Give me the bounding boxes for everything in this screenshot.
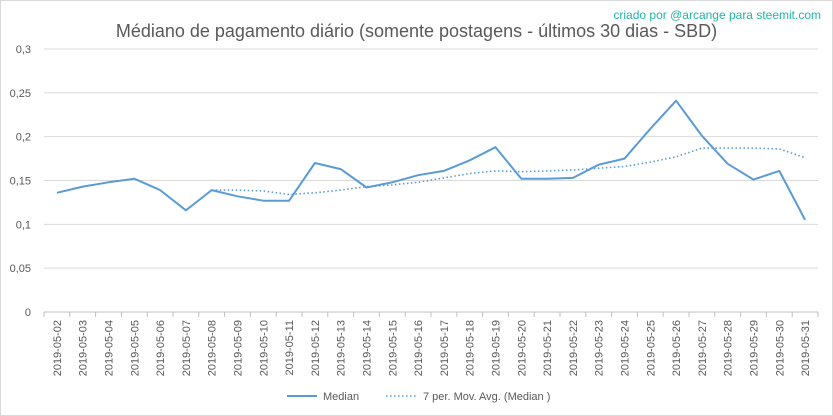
x-tick-label: 2019-05-31 xyxy=(800,320,812,376)
x-tick-label: 2019-05-20 xyxy=(516,320,528,376)
x-tick-label: 2019-05-13 xyxy=(336,320,348,376)
x-tick-label: 2019-05-11 xyxy=(284,320,296,375)
x-tick-label: 2019-05-22 xyxy=(568,320,580,376)
y-tick-label: 0,3 xyxy=(16,44,31,56)
y-tick-label: 0,2 xyxy=(16,132,31,144)
x-tick-label: 2019-05-05 xyxy=(129,320,141,376)
legend-moving-average-label: 7 per. Mov. Avg. (Median ) xyxy=(423,391,550,403)
x-tick-label: 2019-05-04 xyxy=(104,320,116,376)
x-tick-label: 2019-05-09 xyxy=(233,320,245,376)
x-tick-label: 2019-05-15 xyxy=(387,320,399,376)
x-tick-label: 2019-05-16 xyxy=(413,320,425,376)
x-tick-label: 2019-05-26 xyxy=(671,320,683,376)
moving-average-series-line xyxy=(211,147,806,196)
x-tick-label: 2019-05-24 xyxy=(620,320,632,376)
median-series-line xyxy=(56,99,806,221)
y-tick-label: 0,05 xyxy=(10,263,31,275)
x-tick-label: 2019-05-30 xyxy=(774,320,786,376)
x-tick-label: 2019-05-27 xyxy=(697,320,709,376)
x-tick-label: 2019-05-29 xyxy=(749,320,761,376)
x-tick-label: 2019-05-06 xyxy=(155,320,167,376)
y-tick-label: 0,25 xyxy=(10,88,31,100)
x-tick-label: 2019-05-28 xyxy=(723,320,735,376)
x-tick-label: 2019-05-10 xyxy=(258,320,270,376)
x-tick-label: 2019-05-21 xyxy=(542,320,554,376)
x-tick-label: 2019-05-19 xyxy=(491,320,503,376)
x-tick-label: 2019-05-02 xyxy=(52,320,64,376)
x-tick-label: 2019-05-14 xyxy=(362,320,374,376)
y-tick-label: 0 xyxy=(25,307,31,319)
x-tick-label: 2019-05-18 xyxy=(465,320,477,376)
y-tick-label: 0,15 xyxy=(10,176,31,188)
x-tick-label: 2019-05-25 xyxy=(645,320,657,376)
x-tick-label: 2019-05-12 xyxy=(310,320,322,376)
y-tick-label: 0,1 xyxy=(16,219,31,231)
legend-median-label: Median xyxy=(323,391,359,403)
x-tick-label: 2019-05-23 xyxy=(594,320,606,376)
x-tick-label: 2019-05-07 xyxy=(181,320,193,376)
chart-title: Médiano de pagamento diário (somente pos… xyxy=(115,21,718,41)
x-tick-label: 2019-05-08 xyxy=(207,320,219,376)
x-tick-label: 2019-05-17 xyxy=(439,320,451,376)
credit-text: criado por @arcange para steemit.com xyxy=(613,8,821,22)
x-tick-label: 2019-05-03 xyxy=(78,320,90,376)
